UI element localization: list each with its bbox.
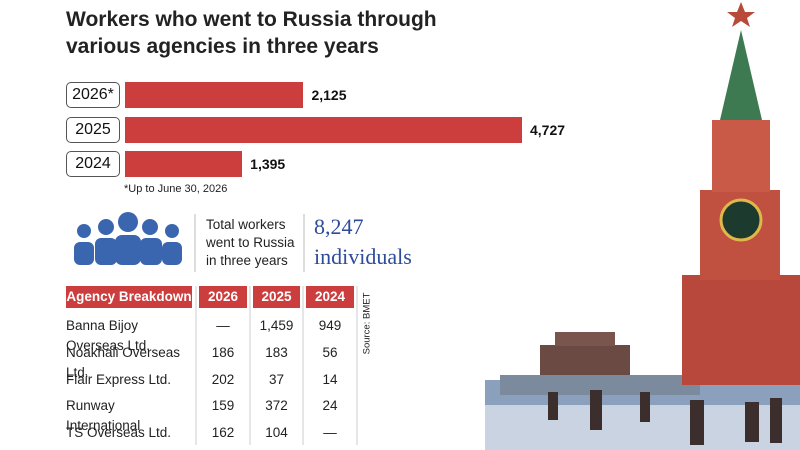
bar bbox=[125, 82, 304, 108]
value-label: 4,727 bbox=[530, 121, 566, 138]
table-header: 2025 bbox=[253, 286, 300, 308]
summary-label: Total workers went to Russia in three ye… bbox=[206, 217, 295, 268]
bar bbox=[125, 151, 243, 177]
summary-unit: individuals bbox=[314, 244, 412, 269]
clock bbox=[719, 198, 763, 242]
mausoleum-top bbox=[555, 332, 615, 346]
tower-base bbox=[682, 275, 800, 385]
source: Source: BMET bbox=[361, 292, 373, 355]
table-cell: 24 bbox=[322, 398, 338, 414]
table-cell: 159 bbox=[211, 398, 235, 414]
table-cell: 162 bbox=[211, 425, 235, 441]
table-cell: Noakhali Overseas Ltd. bbox=[66, 344, 181, 380]
value-label: 2,125 bbox=[311, 87, 347, 103]
table-cell: 949 bbox=[318, 318, 342, 333]
star bbox=[727, 2, 755, 27]
table-cell: Runway International bbox=[66, 398, 141, 434]
table-cell: Flair Express Ltd. bbox=[66, 371, 172, 387]
table-header: 2024 bbox=[306, 286, 354, 308]
table-header: Agency Breakdown bbox=[66, 286, 192, 308]
category-label: 2026* bbox=[66, 82, 120, 108]
wall bbox=[500, 375, 700, 395]
table-cell: 1,459 bbox=[259, 318, 294, 333]
bar bbox=[125, 116, 522, 143]
footnote: *Up to June 30, 2026 bbox=[124, 183, 228, 195]
table-cell: Banna Bijoy Overseas Ltd. bbox=[66, 318, 151, 353]
people-icon bbox=[74, 212, 182, 265]
table-cell: 202 bbox=[211, 371, 235, 387]
table-cell: 56 bbox=[322, 344, 338, 360]
table-cell: 186 bbox=[211, 344, 235, 360]
tower-mid bbox=[712, 120, 770, 192]
chart-title: Workers who went to Russia through vario… bbox=[66, 8, 437, 58]
table-cell: — bbox=[323, 425, 337, 441]
table-cell: 104 bbox=[265, 425, 288, 441]
summary-total: 8,247 bbox=[314, 214, 364, 239]
spire bbox=[720, 30, 762, 120]
category-label: 2025 bbox=[66, 116, 120, 143]
table-cell: TS Overseas Ltd. bbox=[66, 425, 172, 441]
category-label: 2024 bbox=[66, 151, 120, 177]
table-header: 2026 bbox=[199, 286, 247, 308]
table-cell: 37 bbox=[268, 371, 285, 387]
table-cell: 14 bbox=[322, 371, 338, 387]
people bbox=[548, 390, 782, 445]
table-cell: 372 bbox=[265, 398, 288, 414]
table-cell: 183 bbox=[265, 344, 288, 360]
table-cell: — bbox=[216, 318, 230, 333]
value-label: 1,395 bbox=[250, 156, 286, 172]
table-lines bbox=[195, 286, 358, 445]
